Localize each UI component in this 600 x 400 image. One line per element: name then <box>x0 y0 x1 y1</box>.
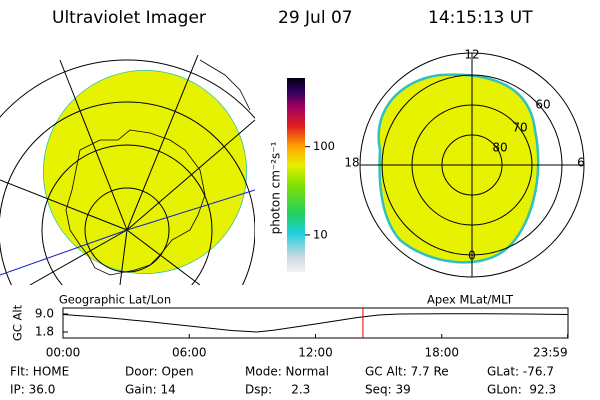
hour-label: 0 <box>468 249 476 263</box>
colorbar-tick-label: 100 <box>313 139 335 153</box>
status-field: IP: 36.0 <box>10 383 55 397</box>
hour-label: 12 <box>464 48 479 62</box>
lat-label: 70 <box>512 121 527 135</box>
map-label: Apex MLat/MLT <box>427 293 514 307</box>
y-tick-label: 9.0 <box>35 307 54 321</box>
status-field: Dsp: 2.3 <box>245 383 310 397</box>
y-axis-label: GC Alt <box>11 304 25 341</box>
left-map <box>0 55 255 285</box>
lat-label: 60 <box>535 98 550 112</box>
colorbar <box>287 78 305 272</box>
status-field: GLon: 92.3 <box>487 383 556 397</box>
status-field: Mode: Normal <box>245 365 329 379</box>
time: 14:15:13 UT <box>428 8 533 28</box>
status-field: Seq: 39 <box>365 383 411 397</box>
hour-label: 18 <box>344 156 359 170</box>
colorbar-tick-label: 10 <box>313 227 328 241</box>
x-tick-label: 18:00 <box>424 346 459 360</box>
hour-label: 6 <box>577 156 585 170</box>
y-tick-label: 1.8 <box>35 325 54 339</box>
status-field: GLat: -76.7 <box>487 365 554 379</box>
lat-label: 80 <box>492 141 507 155</box>
x-tick-label: 06:00 <box>172 346 207 360</box>
date: 29 Jul 07 <box>278 8 353 28</box>
map-label: Geographic Lat/Lon <box>59 293 171 307</box>
altitude-line <box>62 313 569 333</box>
x-tick-label: 23:59 <box>533 346 568 360</box>
title: Ultraviolet Imager <box>52 8 206 28</box>
colorbar-label: photon cm⁻²s⁻¹ <box>269 141 283 234</box>
x-tick-label: 00:00 <box>46 346 81 360</box>
x-tick-label: 12:00 <box>298 346 333 360</box>
right-map: 12 18 6 0 60 70 80 <box>344 48 585 278</box>
status-field: Gain: 14 <box>125 383 176 397</box>
plot-frame <box>62 307 569 339</box>
status-field: Flt: HOME <box>10 365 69 379</box>
status-field: GC Alt: 7.7 Re <box>365 365 449 379</box>
status-field: Door: Open <box>125 365 194 379</box>
